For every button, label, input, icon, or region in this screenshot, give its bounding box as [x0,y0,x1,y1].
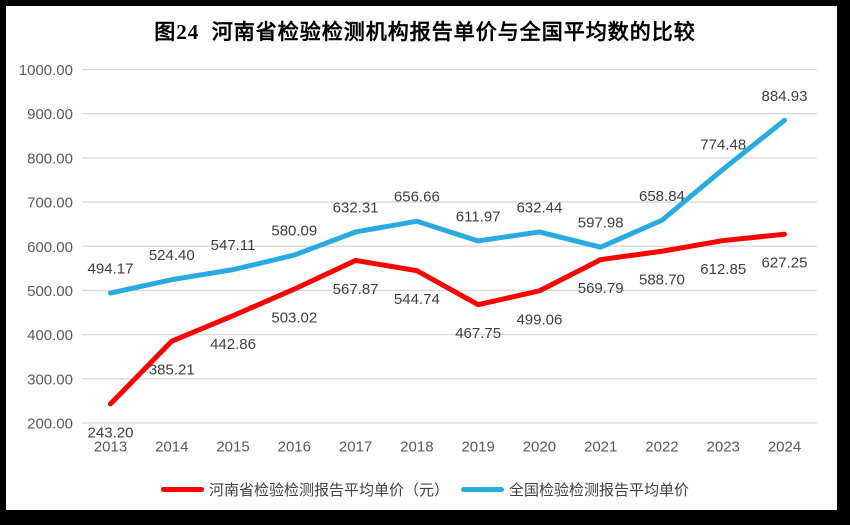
data-label-series-1: 632.44 [516,199,562,216]
data-label-series-1: 658.84 [639,188,685,205]
series-line-0 [108,231,787,407]
legend-swatch-henan [160,486,204,492]
legend-label-henan: 河南省检验检测报告平均单价（元） [208,481,449,499]
y-tick-label: 900.00 [27,106,73,123]
data-label-series-0: 499.06 [516,311,562,328]
data-label-series-0: 627.25 [762,255,808,272]
x-tick-label: 2013 [94,439,127,456]
data-label-series-0: 467.75 [455,325,501,342]
legend-item-henan: 河南省检验检测报告平均单价（元） [160,479,449,500]
y-tick-label: 300.00 [27,371,73,388]
y-tick-label: 400.00 [27,327,73,344]
chart-legend: 河南省检验检测报告平均单价（元） 全国检验检测报告平均单价 [0,479,850,500]
data-label-series-1: 524.40 [149,247,195,264]
data-label-series-1: 656.66 [394,189,440,206]
data-label-series-1: 494.17 [88,261,134,278]
chart-title: 图24 河南省检验检测机构报告单价与全国平均数的比较 [154,20,696,44]
x-tick-label: 2014 [155,439,188,456]
frame-border-right [837,0,850,525]
y-tick-label: 500.00 [27,283,73,300]
x-tick-label: 2022 [645,439,678,456]
data-label-series-0: 442.86 [210,336,256,353]
data-label-series-1: 580.09 [271,223,317,240]
x-tick-label: 2020 [523,439,556,456]
frame-border-left [0,0,6,525]
x-tick-label: 2021 [584,439,617,456]
x-tick-label: 2024 [768,439,801,456]
frame-border-top [0,0,850,6]
frame-border-bottom [0,510,850,525]
data-label-series-1: 597.98 [578,215,624,232]
data-label-series-0: 243.20 [88,424,134,441]
data-label-series-1: 774.48 [700,137,746,154]
y-tick-label: 600.00 [27,239,73,256]
data-label-series-1: 632.31 [333,199,379,216]
x-tick-label: 2018 [400,439,433,456]
data-label-series-1: 611.97 [456,208,501,225]
series-line-1 [108,117,787,296]
data-label-series-1: 547.11 [211,237,256,254]
data-label-series-0: 588.70 [639,272,685,289]
y-tick-label: 1000.00 [19,62,73,79]
data-label-series-0: 385.21 [149,362,195,379]
y-tick-label: 200.00 [27,416,73,433]
legend-item-national: 全国检验检测报告平均单价 [461,479,689,500]
x-tick-label: 2016 [278,439,311,456]
x-tick-label: 2015 [216,439,249,456]
data-label-series-0: 569.79 [578,280,624,297]
data-label-series-0: 612.85 [700,261,746,278]
legend-swatch-national [461,486,504,492]
x-tick-label: 2017 [339,439,372,456]
data-label-series-1: 884.93 [762,88,808,105]
x-tick-label: 2019 [461,439,494,456]
y-tick-label: 800.00 [27,150,73,167]
data-label-series-0: 503.02 [271,310,317,327]
data-label-series-0: 544.74 [394,291,440,308]
legend-label-national: 全国检验检测报告平均单价 [509,481,690,499]
x-tick-label: 2023 [707,439,740,456]
data-label-series-0: 567.87 [333,281,379,298]
y-tick-label: 700.00 [27,195,73,212]
